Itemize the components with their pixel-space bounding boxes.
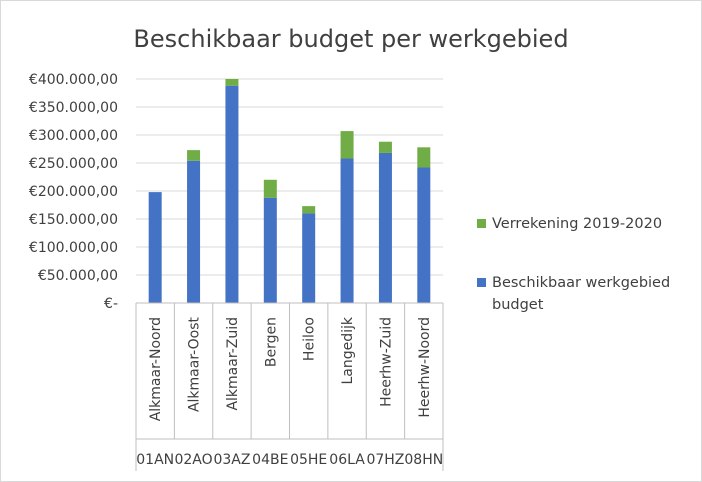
x-category-code: 07HZ (366, 452, 404, 468)
x-category-code: 03AZ (213, 452, 250, 468)
y-tick-label: €100.000,00 (29, 240, 118, 256)
bar-verrekening (378, 141, 392, 153)
x-category-label: Langedijk (340, 316, 356, 384)
bars (148, 79, 431, 303)
bar-budget (340, 158, 354, 303)
bar-verrekening (263, 179, 277, 198)
x-category-label: Heerhw-Noord (417, 317, 433, 418)
x-category-code: 04BE (252, 452, 288, 468)
x-category-label: Alkmaar-Noord (148, 317, 164, 421)
y-axis-tick-labels: €400.000,00 €350.000,00 €300.000,00 €250.00… (29, 72, 118, 312)
bar-verrekening (302, 206, 316, 214)
legend-swatch (477, 278, 486, 287)
x-category-code: 08HN (404, 452, 443, 468)
x-category-label: Heiloo (302, 317, 318, 361)
x-category-code: 02AO (174, 452, 212, 468)
bar-budget (187, 160, 201, 303)
y-tick-label: €- (104, 296, 118, 312)
bar-budget (225, 85, 239, 303)
x-axis: Alkmaar-Noord 01AN Alkmaar-Oost 02AO Alkmaar… (135, 302, 444, 471)
x-category-code: 05HE (290, 452, 327, 468)
bar-budget (148, 192, 162, 303)
legend: Verrekening 2019-2020 Beschikbaar werkgeb… (477, 216, 670, 313)
x-category-label: Alkmaar-Oost (187, 316, 203, 412)
y-tick-label: €150.000,00 (29, 212, 118, 228)
x-category-code: 06LA (329, 452, 365, 468)
y-tick-label: €200.000,00 (29, 184, 118, 200)
y-tick-label: €400.000,00 (29, 72, 118, 88)
x-category-code: 01AN (136, 452, 174, 468)
bar-budget (378, 152, 392, 303)
y-tick-label: €350.000,00 (29, 100, 118, 116)
bar-verrekening (187, 150, 201, 161)
gridlines (136, 78, 443, 304)
legend-label: Beschikbaar werkgebied (492, 275, 670, 291)
bar-budget (263, 197, 277, 303)
x-category-label: Bergen (263, 317, 279, 367)
chart-title: Beschikbaar budget per werkgebied (133, 25, 568, 53)
x-category-label: Alkmaar-Zuid (225, 317, 241, 411)
y-tick-label: €250.000,00 (29, 156, 118, 172)
legend-label: budget (492, 297, 544, 313)
legend-label: Verrekening 2019-2020 (492, 216, 662, 232)
bar-verrekening (225, 79, 239, 86)
legend-swatch (477, 219, 486, 228)
y-tick-label: €50.000,00 (38, 268, 118, 284)
y-tick-label: €300.000,00 (29, 128, 118, 144)
x-category-label: Heerhw-Zuid (378, 317, 394, 407)
bar-budget (302, 213, 316, 303)
bar-budget (417, 167, 431, 303)
bar-verrekening (417, 147, 431, 168)
bar-verrekening (340, 131, 354, 159)
